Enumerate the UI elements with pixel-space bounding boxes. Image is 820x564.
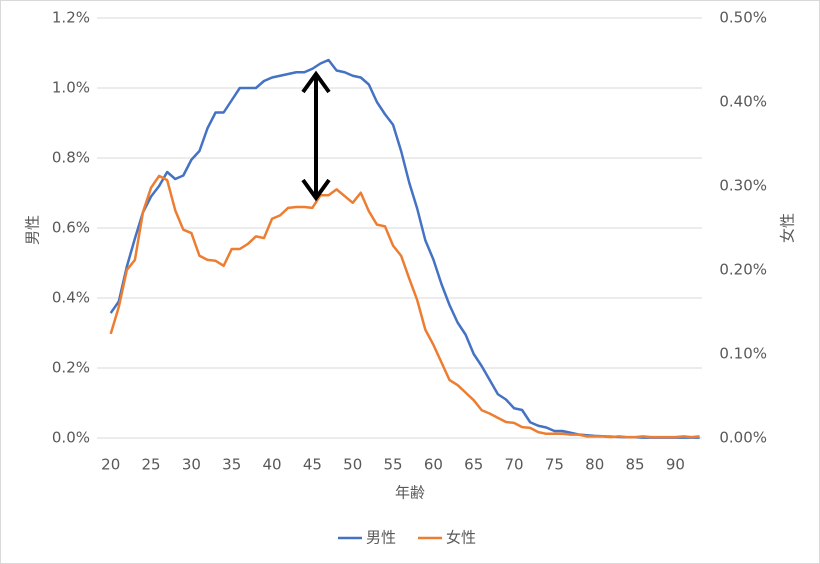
y-tick-label: 0.8% [52, 149, 90, 167]
y2-axis-label: 女性 [779, 213, 797, 243]
x-tick-label: 65 [464, 456, 483, 474]
x-tick-label: 90 [666, 456, 685, 474]
y2-tick-label: 0.10% [719, 345, 767, 363]
x-tick-label: 35 [222, 456, 241, 474]
x-tick-label: 85 [625, 456, 644, 474]
x-axis-label: 年齢 [395, 484, 425, 502]
y2-tick-label: 0.50% [719, 9, 767, 27]
x-tick-label: 70 [504, 456, 523, 474]
y2-tick-label: 0.40% [719, 93, 767, 111]
series-line [109, 174, 700, 439]
x-tick-label: 25 [141, 456, 160, 474]
x-tick-label: 45 [303, 456, 322, 474]
legend-label: 男性 [366, 529, 396, 547]
legend-label: 女性 [446, 529, 476, 547]
x-tick-label: 40 [262, 456, 281, 474]
y-tick-label: 0.0% [52, 429, 90, 447]
plot: 0.0% 0.2% 0.4% 0.6% 0.8% 1.0% 1.2% 0.00% 0.10% 0.… [52, 9, 767, 474]
y2-tick-label: 0.00% [719, 429, 767, 447]
arrow-head [301, 70, 331, 94]
x-tick-label: 30 [182, 456, 201, 474]
arrow-head [301, 178, 331, 202]
y-tick-label: 0.4% [52, 289, 90, 307]
annotation-arrow [301, 70, 331, 202]
y-tick-label: 1.2% [52, 9, 90, 27]
x-tick-label: 80 [585, 456, 604, 474]
y2-tick-label: 0.30% [719, 177, 767, 195]
y-axis-label: 男性 [24, 215, 42, 245]
y-tick-label: 0.2% [52, 359, 90, 377]
y2-tick-label: 0.20% [719, 261, 767, 279]
x-tick-label: 75 [545, 456, 564, 474]
y-tick-label: 1.0% [52, 79, 90, 97]
x-tick-label: 20 [101, 456, 120, 474]
x-tick-label: 60 [424, 456, 443, 474]
x-tick-label: 50 [343, 456, 362, 474]
x-tick-label: 55 [383, 456, 402, 474]
y-tick-label: 0.6% [52, 219, 90, 237]
